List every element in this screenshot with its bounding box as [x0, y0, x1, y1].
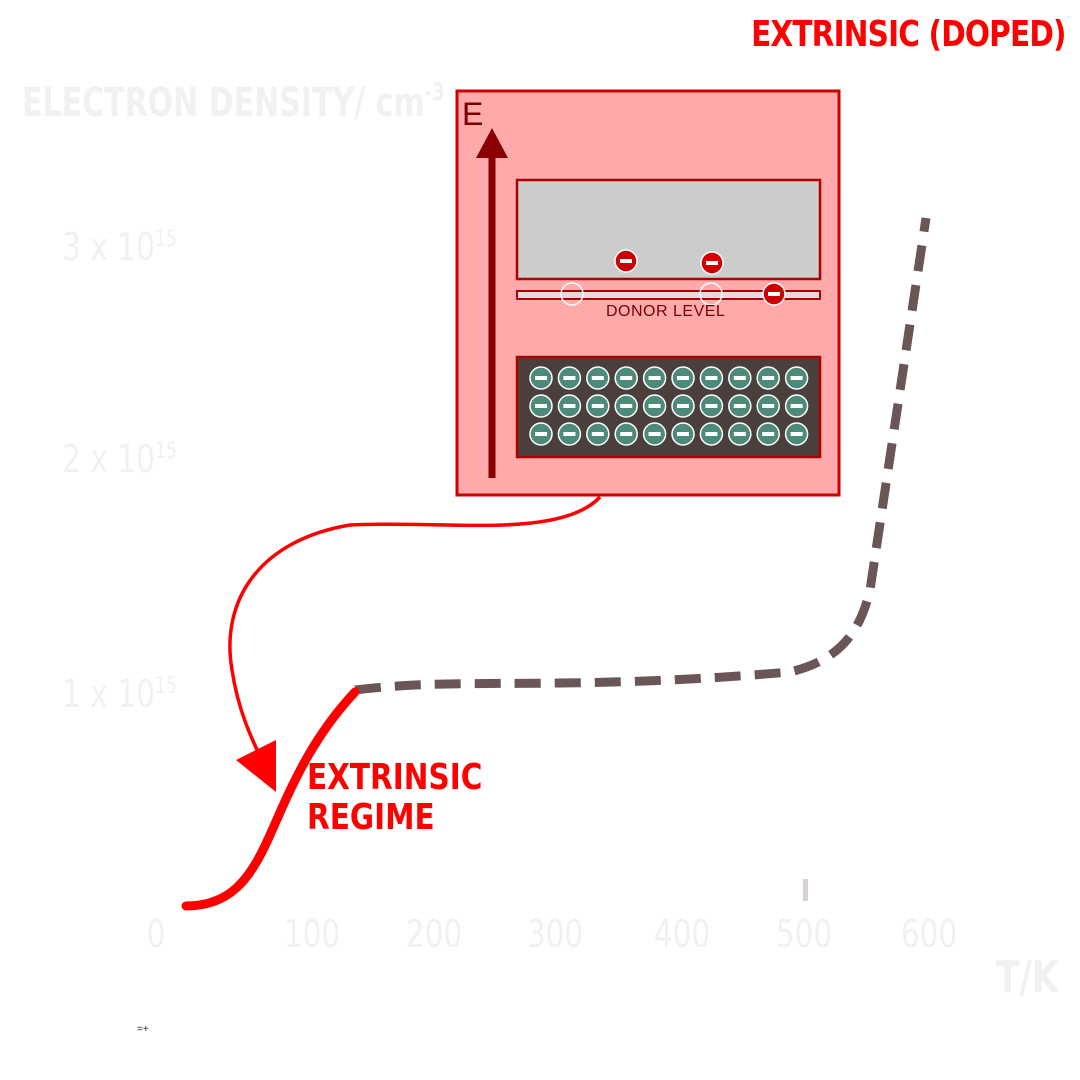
- valence-electron: [614, 394, 638, 418]
- y-tick-label: 2 x 1015: [62, 437, 177, 481]
- x-tick-label: 300: [526, 912, 584, 956]
- valence-electron: [756, 422, 780, 446]
- valence-electron: [671, 366, 695, 390]
- valence-electron: [529, 422, 553, 446]
- valence-electron: [784, 366, 809, 390]
- valence-electron-grid: [529, 366, 809, 446]
- valence-electron: [784, 394, 809, 418]
- valence-electron: [728, 422, 752, 446]
- valence-electron: [529, 366, 553, 390]
- conduction-electron: [700, 251, 724, 275]
- conduction-electron: [614, 249, 638, 273]
- x-tick-label: 400: [653, 912, 711, 956]
- valence-electron: [728, 394, 752, 418]
- pointer-arrow-head: [236, 740, 276, 792]
- energy-arrow-head: [476, 128, 508, 158]
- valence-electron: [586, 422, 610, 446]
- pointer-arrow-line: [228, 495, 602, 761]
- valence-electron: [586, 394, 610, 418]
- valence-electron: [642, 394, 667, 418]
- diagram-title: EXTRINSIC (DOPED): [751, 14, 1066, 55]
- valence-electron: [586, 366, 610, 390]
- extrinsic-regime-label: EXTRINSIC REGIME: [307, 757, 483, 838]
- x-tick-label: 0: [146, 912, 166, 956]
- curve-extrinsic-segment: [181, 687, 360, 911]
- valence-electron: [699, 366, 724, 390]
- valence-electron: [557, 422, 582, 446]
- x-axis-label: T/K: [996, 952, 1059, 1003]
- valence-electron: [699, 394, 724, 418]
- conduction-band: [515, 178, 822, 281]
- x-tick-label: 200: [405, 912, 463, 956]
- y-tick-label: 3 x 1015: [62, 225, 177, 269]
- valence-electron: [614, 366, 638, 390]
- valence-electron: [671, 422, 695, 446]
- valence-electron: [642, 366, 667, 390]
- valence-electron: [557, 394, 582, 418]
- valence-electron: [529, 394, 553, 418]
- x-tick-mark: [803, 879, 808, 901]
- donor-level: [516, 290, 821, 300]
- valence-electron: [671, 394, 695, 418]
- valence-electron: [557, 366, 582, 390]
- empty-donor-site: [699, 282, 723, 306]
- valence-electron: [642, 422, 667, 446]
- valence-electron: [614, 422, 638, 446]
- x-tick-label: 500: [775, 912, 833, 956]
- valence-electron: [784, 422, 809, 446]
- x-tick-label: 600: [900, 912, 958, 956]
- footnote-text: =+: [137, 1024, 149, 1035]
- donor-level-label: DONOR LEVEL: [606, 303, 726, 320]
- y-axis-label: ELECTRON DENSITY/ cm-3: [22, 78, 445, 126]
- curve-dashed-segment: [354, 217, 931, 695]
- valence-electron: [756, 366, 780, 390]
- band-diagram-inset: [455, 89, 841, 497]
- x-tick-label: 100: [283, 912, 341, 956]
- valence-electron: [728, 366, 752, 390]
- valence-electron: [699, 422, 724, 446]
- valence-electron: [756, 394, 780, 418]
- empty-donor-site: [560, 282, 584, 306]
- energy-label: E: [462, 96, 484, 132]
- y-tick-label: 1 x 1015: [62, 672, 177, 716]
- donor-electron: [762, 282, 786, 306]
